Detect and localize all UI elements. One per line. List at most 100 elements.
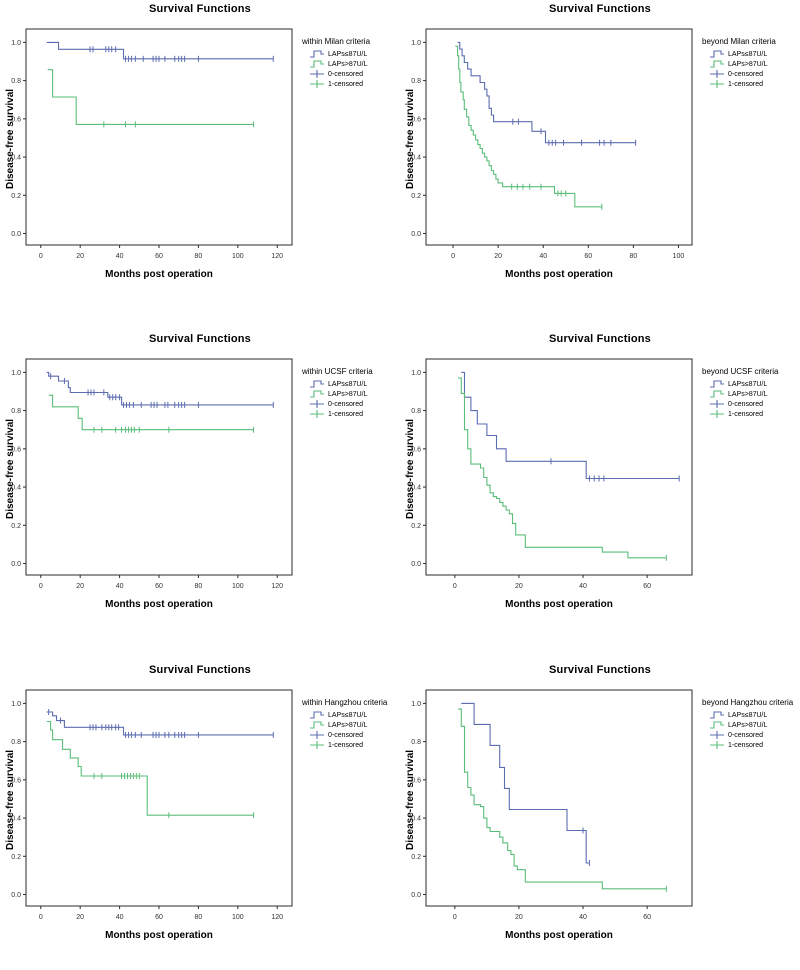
svg-text:0.2: 0.2: [11, 523, 21, 530]
svg-text:60: 60: [155, 583, 163, 590]
plus-marker-icon: [710, 741, 724, 749]
svg-text:0.8: 0.8: [11, 78, 21, 85]
svg-text:1.0: 1.0: [11, 370, 21, 377]
plus-marker-icon: [710, 400, 724, 408]
svg-text:40: 40: [116, 253, 124, 260]
chart-title: Survival Functions: [148, 3, 251, 15]
chart-title: Survival Functions: [548, 3, 651, 15]
legend-item-series1: LAPs≤87U/L: [309, 379, 400, 389]
legend-item-censored0: 0-censored: [309, 730, 400, 740]
step-line-icon: [310, 390, 324, 398]
svg-text:20: 20: [76, 914, 84, 921]
svg-text:0.0: 0.0: [411, 561, 421, 568]
svg-text:120: 120: [271, 914, 283, 921]
svg-text:0.4: 0.4: [11, 155, 21, 162]
svg-text:120: 120: [271, 253, 283, 260]
legend-label: LAPs>87U/L: [328, 60, 368, 68]
step-line-icon: [310, 711, 324, 719]
svg-text:1.0: 1.0: [411, 370, 421, 377]
km-plot-svg: 0.0 0.2 0.4 0.6 0.8 1.0 0 20 40 60 80 100: [411, 28, 693, 260]
svg-text:80: 80: [195, 253, 203, 260]
legend-item-censored1: 1-censored: [309, 740, 400, 750]
plus-marker-icon: [310, 400, 324, 408]
legend-item-series2: LAPs>87U/L: [309, 59, 400, 69]
legend-label: LAPs>87U/L: [328, 721, 368, 729]
step-line-icon: [310, 60, 324, 68]
svg-text:60: 60: [584, 253, 592, 260]
svg-text:0: 0: [39, 914, 43, 921]
legend-item-series2: LAPs>87U/L: [709, 389, 800, 399]
legend-label: 1-censored: [328, 80, 364, 88]
svg-text:0.0: 0.0: [411, 231, 421, 238]
svg-text:1.0: 1.0: [11, 40, 21, 47]
svg-text:0: 0: [39, 583, 43, 590]
svg-text:0.2: 0.2: [411, 523, 421, 530]
legend-title: within Milan criteria: [302, 37, 371, 46]
step-line-icon: [710, 721, 724, 729]
svg-text:0.8: 0.8: [411, 78, 421, 85]
legend-title: within UCSF criteria: [302, 367, 373, 376]
step-line-icon: [710, 390, 724, 398]
svg-text:20: 20: [494, 253, 502, 260]
step-line-icon: [710, 380, 724, 388]
legend-item-series1: LAPs≤87U/L: [709, 379, 800, 389]
svg-text:0.6: 0.6: [411, 116, 421, 123]
svg-text:100: 100: [673, 253, 685, 260]
svg-text:20: 20: [76, 253, 84, 260]
svg-text:0.8: 0.8: [411, 408, 421, 415]
chart-body: Disease-free survival 0.0 0.2 0.4 0.6 0.8 1.0…: [0, 17, 400, 309]
km-panel-within-ucsf: Survival Functions Disease-free survival…: [0, 317, 400, 634]
x-axis-label: Months post operation: [105, 269, 213, 280]
legend-label: 1-censored: [728, 410, 764, 418]
step-line-icon: [710, 711, 724, 719]
svg-text:1.0: 1.0: [411, 40, 421, 47]
svg-text:0.6: 0.6: [411, 446, 421, 453]
legend-label: LAPs≤87U/L: [328, 50, 368, 58]
legend-label: 0-censored: [328, 70, 364, 78]
legend-item-censored0: 0-censored: [309, 69, 400, 79]
svg-text:1.0: 1.0: [411, 701, 421, 708]
svg-text:0.0: 0.0: [11, 892, 21, 899]
km-panel-beyond-ucsf: Survival Functions Disease-free survival…: [400, 317, 800, 634]
x-axis-label: Months post operation: [105, 599, 213, 610]
plus-marker-icon: [310, 741, 324, 749]
svg-text:0.0: 0.0: [411, 892, 421, 899]
km-plot-svg: 0.0 0.2 0.4 0.6 0.8 1.0 0 20 40 60 80 100 120: [11, 689, 293, 921]
legend-title: within Hangzhou criteria: [302, 698, 388, 707]
svg-text:0.8: 0.8: [411, 739, 421, 746]
plus-marker-icon: [310, 70, 324, 78]
svg-text:100: 100: [232, 914, 244, 921]
svg-text:0.8: 0.8: [11, 739, 21, 746]
legend-label: LAPs>87U/L: [728, 721, 768, 729]
legend-item-series2: LAPs>87U/L: [309, 389, 400, 399]
svg-text:0: 0: [453, 914, 457, 921]
svg-text:40: 40: [579, 583, 587, 590]
legend-item-series1: LAPs≤87U/L: [309, 49, 400, 59]
km-plot-svg: 0.0 0.2 0.4 0.6 0.8 1.0 0 20 40 60: [411, 358, 693, 590]
svg-text:0.0: 0.0: [11, 231, 21, 238]
legend-label: 0-censored: [328, 731, 364, 739]
km-plot-svg: 0.0 0.2 0.4 0.6 0.8 1.0 0 20 40 60 80 100 120: [11, 358, 293, 590]
legend-label: 1-censored: [328, 410, 364, 418]
svg-text:60: 60: [155, 253, 163, 260]
plus-marker-icon: [710, 80, 724, 88]
svg-text:100: 100: [232, 253, 244, 260]
legend-label: 1-censored: [728, 741, 764, 749]
plus-marker-icon: [310, 731, 324, 739]
chart-body: Disease-free survival 0.0 0.2 0.4 0.6 0.8 1.0…: [400, 347, 800, 639]
svg-text:120: 120: [271, 583, 283, 590]
svg-text:0.6: 0.6: [411, 777, 421, 784]
legend: within UCSF criteria LAPs≤87U/L LAPs>87U…: [302, 367, 400, 419]
km-panel-within-milan: Survival Functions Disease-free survival…: [0, 0, 400, 317]
legend-label: 1-censored: [328, 741, 364, 749]
legend-item-censored1: 1-censored: [709, 740, 800, 750]
chart-title: Survival Functions: [548, 664, 651, 676]
svg-text:1.0: 1.0: [11, 701, 21, 708]
svg-text:0.0: 0.0: [11, 561, 21, 568]
chart-body: Disease-free survival 0.0 0.2 0.4 0.6 0.8 1.0…: [400, 678, 800, 970]
legend-title: beyond Hangzhou criteria: [702, 698, 794, 707]
legend-label: LAPs>87U/L: [728, 60, 768, 68]
svg-text:0.6: 0.6: [11, 777, 21, 784]
plus-marker-icon: [310, 410, 324, 418]
